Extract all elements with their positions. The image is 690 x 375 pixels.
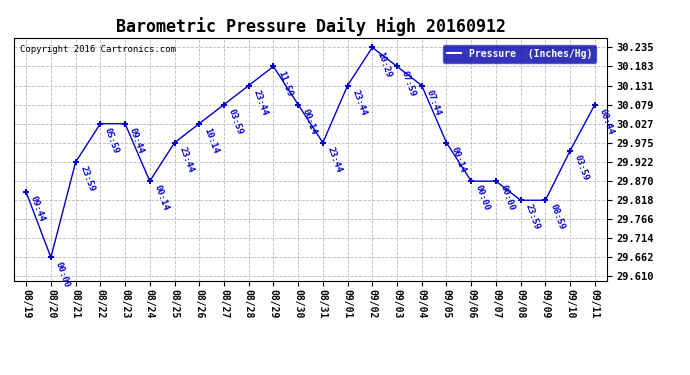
Text: 07:44: 07:44 xyxy=(424,88,442,117)
Text: 00:14: 00:14 xyxy=(152,184,170,212)
Text: 23:44: 23:44 xyxy=(351,88,368,117)
Text: 00:00: 00:00 xyxy=(474,184,492,212)
Title: Barometric Pressure Daily High 20160912: Barometric Pressure Daily High 20160912 xyxy=(115,17,506,36)
Text: 23:59: 23:59 xyxy=(79,165,96,193)
Text: 00:14: 00:14 xyxy=(449,146,467,174)
Text: 23:44: 23:44 xyxy=(326,146,344,174)
Text: 09:44: 09:44 xyxy=(29,195,47,223)
Text: 08:44: 08:44 xyxy=(598,107,615,136)
Text: 23:59: 23:59 xyxy=(524,203,541,231)
Text: 10:29: 10:29 xyxy=(375,50,393,78)
Legend: Pressure  (Inches/Hg): Pressure (Inches/Hg) xyxy=(443,45,596,63)
Text: 03:59: 03:59 xyxy=(227,107,244,136)
Text: 00:00: 00:00 xyxy=(54,260,71,288)
Text: 10:14: 10:14 xyxy=(202,126,219,155)
Text: 23:44: 23:44 xyxy=(177,146,195,174)
Text: 23:44: 23:44 xyxy=(251,88,269,117)
Text: 08:59: 08:59 xyxy=(548,203,566,231)
Text: 07:59: 07:59 xyxy=(400,69,417,98)
Text: Copyright 2016 Cartronics.com: Copyright 2016 Cartronics.com xyxy=(20,45,176,54)
Text: 03:59: 03:59 xyxy=(573,153,591,182)
Text: 09:44: 09:44 xyxy=(128,126,146,155)
Text: 00:00: 00:00 xyxy=(499,184,516,212)
Text: 11:59: 11:59 xyxy=(276,69,294,98)
Text: 00:14: 00:14 xyxy=(301,107,319,136)
Text: 05:59: 05:59 xyxy=(103,126,121,155)
